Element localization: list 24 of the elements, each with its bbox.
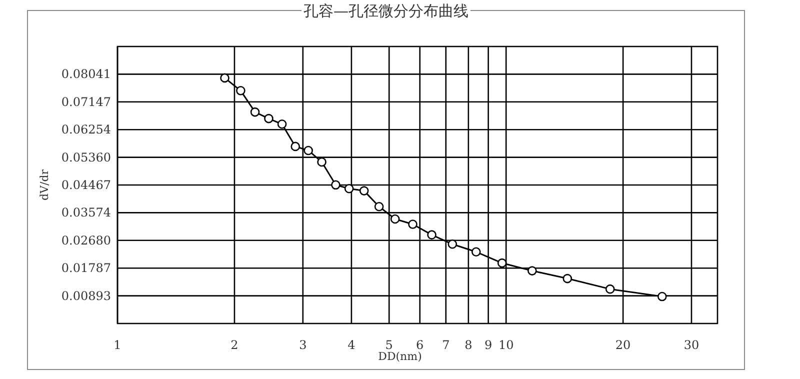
y-axis-title: dV/dr [38, 168, 51, 200]
x-tick-label: 7 [442, 338, 450, 352]
x-tick-label: 3 [299, 338, 307, 352]
x-tick-label: 8 [464, 338, 472, 352]
chart-title: 孔容—孔径微分分布曲线 [304, 2, 468, 20]
x-axis-title: DD(nm) [378, 350, 422, 363]
x-tick-label: 2 [230, 338, 238, 352]
x-tick-label: 20 [615, 338, 631, 352]
y-tick-label: 0.04467 [61, 178, 111, 192]
x-tick-label: 5 [385, 338, 393, 352]
y-tick-label: 0.02680 [61, 233, 111, 248]
y-tick-label: 0.03574 [61, 206, 112, 220]
y-tick-label: 0.08041 [61, 67, 111, 82]
x-tick-label: 4 [348, 338, 356, 352]
x-tick-label: 9 [484, 338, 492, 352]
x-tick-label: 6 [416, 338, 424, 352]
y-tick-label: 0.01787 [61, 261, 111, 276]
y-tick-label: 0.07147 [61, 94, 111, 109]
y-tick-label: 0.06254 [61, 122, 112, 137]
x-tick-label: 1 [114, 338, 122, 352]
y-tick-label: 0.00893 [61, 288, 111, 303]
x-tick-label: 10 [498, 338, 514, 352]
y-tick-label: 0.05360 [61, 150, 111, 164]
x-tick-label: 30 [684, 338, 700, 352]
